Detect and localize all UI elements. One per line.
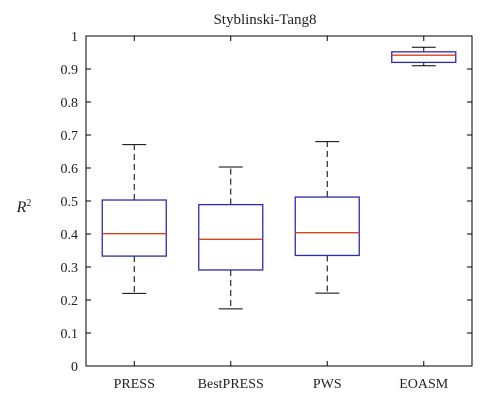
box-pws xyxy=(294,141,360,294)
iqr-box xyxy=(391,51,457,64)
box-eoasm xyxy=(391,46,457,67)
x-tick-label: PWS xyxy=(313,377,342,392)
y-tick-label: 1 xyxy=(71,30,78,45)
y-tick-label: 0.3 xyxy=(61,261,79,276)
x-axis: PRESS BestPRESS PWS EOASM xyxy=(114,36,449,392)
y-axis-label: R2 xyxy=(16,198,32,216)
y-tick-label: 0.6 xyxy=(61,162,79,177)
x-tick-label: PRESS xyxy=(114,377,155,392)
y-axis-label-superscript: 2 xyxy=(26,198,31,209)
y-tick-label: 0.5 xyxy=(61,195,79,210)
y-tick-label: 0.8 xyxy=(61,96,79,111)
iqr-box xyxy=(294,196,360,257)
y-tick-label: 0.7 xyxy=(61,129,79,144)
x-tick-label: EOASM xyxy=(399,377,449,392)
box-series xyxy=(101,46,457,310)
y-axis-label-base: R xyxy=(16,199,27,216)
box-bestpress xyxy=(198,166,264,310)
y-tick-label: 0.9 xyxy=(61,63,79,78)
y-tick-label: 0.1 xyxy=(61,327,79,342)
plot-frame xyxy=(85,35,473,367)
y-tick-label: 0.4 xyxy=(61,228,79,243)
y-tick-label: 0 xyxy=(71,360,78,375)
chart-title: Styblinski-Tang8 xyxy=(213,12,316,28)
x-tick-label: BestPRESS xyxy=(198,377,264,392)
y-tick-label: 0.2 xyxy=(61,294,79,309)
iqr-box xyxy=(198,203,264,271)
y-axis: 0 0.1 0.2 0.3 0.4 0.5 0.6 0.7 0.8 0.9 1 xyxy=(61,30,472,375)
box-press xyxy=(101,144,167,294)
iqr-box xyxy=(101,199,167,257)
